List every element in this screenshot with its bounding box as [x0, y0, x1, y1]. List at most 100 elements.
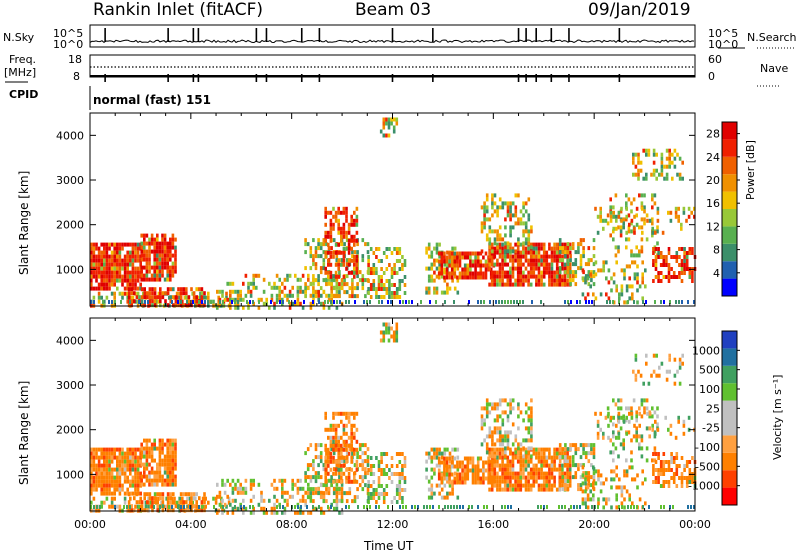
echo-cell	[234, 486, 237, 491]
echo-cell	[564, 483, 567, 488]
echo-cell	[643, 410, 646, 415]
echo-cell	[458, 476, 462, 481]
echo-cell	[577, 447, 580, 452]
echo-cell	[105, 447, 109, 452]
echo-cell	[582, 238, 585, 243]
echo-cell	[329, 254, 333, 259]
echo-cell	[385, 322, 388, 327]
echo-cell	[660, 361, 664, 366]
echo-cell	[150, 277, 154, 282]
echo-cell	[347, 475, 351, 480]
echo-cell	[377, 295, 381, 299]
echo-cell	[156, 249, 159, 254]
echo-cell	[343, 491, 346, 496]
echo-cell	[329, 262, 333, 267]
echo-cell	[382, 488, 386, 492]
echo-cell	[353, 479, 356, 484]
echo-cell	[563, 278, 567, 283]
echo-cell	[542, 459, 546, 464]
echo-cell	[395, 452, 399, 456]
echo-cell	[628, 276, 631, 281]
echo-cell	[596, 419, 600, 424]
echo-cell	[654, 460, 658, 464]
echo-cell	[632, 160, 635, 165]
echo-cell	[581, 497, 585, 502]
echo-cell	[527, 213, 531, 218]
echo-cell	[239, 297, 242, 302]
echo-cell	[367, 291, 370, 295]
echo-cell	[509, 471, 512, 476]
echo-cell	[118, 250, 122, 255]
echo-cell	[185, 492, 188, 497]
echo-cell	[375, 267, 378, 271]
echo-cell	[380, 456, 383, 460]
echo-cell	[163, 478, 167, 483]
echo-cell	[581, 501, 585, 506]
ground-cell	[576, 300, 578, 304]
ground-cell	[690, 505, 692, 509]
echo-cell	[164, 299, 167, 304]
echo-cell	[377, 283, 381, 287]
echo-cell	[324, 270, 327, 275]
echo-cell	[542, 270, 546, 275]
echo-cell	[166, 462, 169, 467]
echo-cell	[604, 415, 608, 420]
echo-cell	[324, 467, 327, 472]
echo-cell	[445, 464, 449, 469]
echo-cell	[558, 451, 562, 456]
echo-cell	[443, 267, 446, 272]
echo-cell	[535, 246, 538, 251]
echo-cell	[195, 287, 198, 292]
echo-cell	[491, 442, 494, 447]
echo-cell	[309, 250, 313, 255]
echo-cell	[582, 246, 585, 251]
echo-cell	[550, 471, 554, 476]
echo-cell	[116, 246, 119, 251]
ground-cell	[648, 505, 650, 509]
echo-cell	[161, 291, 165, 296]
echo-cell	[97, 467, 101, 472]
echo-cell	[172, 500, 175, 505]
echo-cell	[166, 253, 169, 258]
echo-cell	[458, 460, 462, 465]
echo-cell	[596, 435, 600, 440]
echo-cell	[127, 303, 131, 308]
echo-cell	[644, 268, 647, 273]
echo-cell	[116, 254, 119, 259]
echo-cell	[353, 495, 357, 500]
echo-cell	[342, 206, 346, 211]
echo-cell	[140, 241, 143, 246]
ground-cell	[177, 300, 179, 304]
echo-cell	[143, 462, 146, 467]
echo-cell	[131, 447, 135, 452]
echo-cell	[504, 450, 507, 455]
echo-cell	[319, 495, 323, 500]
echo-cell	[548, 463, 551, 468]
echo-cell	[672, 271, 676, 275]
echo-cell	[509, 205, 512, 210]
echo-cell	[329, 226, 333, 231]
echo-cell	[509, 463, 512, 468]
echo-cell	[190, 496, 193, 501]
echo-cell	[514, 209, 518, 214]
ground-cell	[504, 505, 506, 509]
echo-cell	[488, 479, 491, 484]
echo-cell	[345, 230, 348, 235]
echo-cell	[201, 496, 205, 501]
echo-cell	[156, 446, 159, 451]
echo-cell	[471, 464, 475, 469]
echo-cell	[619, 209, 623, 214]
echo-cell	[121, 266, 124, 271]
echo-cell	[385, 464, 389, 468]
echo-cell	[463, 267, 467, 272]
echo-cell	[131, 463, 135, 468]
ground-cell	[249, 300, 251, 304]
echo-cell	[192, 492, 196, 497]
echo-cell	[617, 245, 620, 250]
echo-cell	[130, 504, 133, 509]
echo-cell	[161, 478, 164, 483]
echo-cell	[296, 277, 300, 282]
echo-cell	[156, 508, 159, 513]
echo-cell	[398, 279, 402, 283]
echo-cell	[493, 418, 497, 423]
